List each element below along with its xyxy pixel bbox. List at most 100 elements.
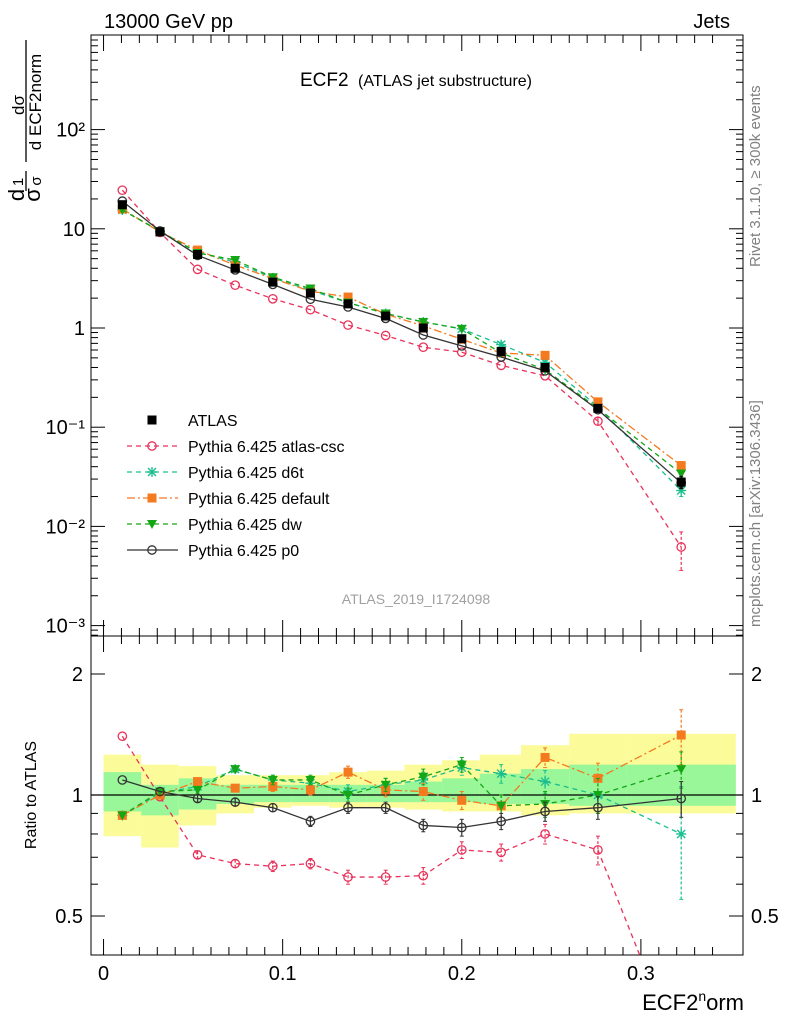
- point-atlas-csc: [418, 342, 429, 353]
- point-ATLAS: [381, 311, 391, 321]
- y-tick-label: 10⁻²: [46, 516, 86, 538]
- point-d6t: [496, 768, 507, 779]
- point-ATLAS: [230, 263, 240, 273]
- main-y-ticks: 10⁻³ 10⁻² 10⁻¹ 1 10 10²: [46, 39, 743, 638]
- y-tick-label: 10: [63, 219, 85, 241]
- point-default: [593, 397, 603, 407]
- legend-label: Pythia 6.425 dw: [188, 517, 302, 534]
- point-d6t: [540, 776, 551, 787]
- mcplots-label: mcplots.cern.ch [arXiv:1306.3436]: [747, 400, 764, 627]
- header-right: Jets: [693, 11, 730, 33]
- legend-item-default: Pythia 6.425 default: [127, 491, 330, 508]
- ratio-y-tick-label-right: 1: [751, 785, 762, 807]
- y-tick-label: 1: [74, 318, 85, 340]
- point-atlas-csc: [267, 293, 278, 304]
- point-p0: [230, 797, 241, 807]
- legend-item-d6t: Pythia 6.425 d6t: [127, 465, 304, 482]
- legend-label: Pythia 6.425 p0: [188, 543, 299, 560]
- point-default: [343, 292, 353, 302]
- legend-label: Pythia 6.425 atlas-csc: [188, 439, 345, 456]
- series-line-d6t: [122, 766, 682, 835]
- chart-title-sub: (ATLAS jet substructure): [358, 73, 532, 90]
- star-stroke: [496, 769, 506, 779]
- point-atlas-csc: [496, 847, 507, 858]
- x-tick-label: 0: [98, 963, 109, 985]
- point-atlas-csc: [418, 870, 429, 881]
- legend-marker: [147, 441, 157, 451]
- series-ATLAS: [117, 200, 686, 490]
- point-atlas-csc: [117, 185, 128, 196]
- point-dw: [117, 811, 128, 821]
- x-axis-label: ECF2norm: [642, 988, 744, 1015]
- x-tick-label: 0.2: [448, 963, 476, 985]
- point-default: [540, 752, 550, 762]
- ratio-ylabel: Ratio to ATLAS: [23, 741, 40, 849]
- point-dw: [676, 469, 687, 479]
- point-atlas-csc: [117, 731, 128, 742]
- point-default: [676, 461, 686, 471]
- y-tick-label: 10²: [56, 120, 85, 142]
- series-line-p0: [122, 779, 682, 829]
- point-default: [343, 767, 353, 777]
- point-atlas-csc: [380, 872, 391, 882]
- point-p0: [305, 816, 316, 827]
- x-axis-label-sup: n: [698, 988, 706, 1004]
- point-dw: [343, 791, 354, 800]
- point-p0: [267, 802, 278, 813]
- point-p0: [676, 793, 687, 804]
- star-stroke: [147, 467, 157, 477]
- point-atlas-csc: [343, 320, 353, 330]
- point-p0: [456, 822, 467, 833]
- x-axis-label-tail: orm: [706, 990, 744, 1015]
- point-ATLAS: [343, 299, 353, 309]
- point-default: [305, 785, 315, 795]
- ratio-y-tick-label-right: 0.5: [751, 906, 779, 928]
- watermark: ATLAS_2019_I1724098: [342, 591, 491, 607]
- ratio-y-tick-label-right: 2: [751, 664, 762, 686]
- ratio-y-tick-label: 0.5: [55, 906, 83, 928]
- ylabel-one: 1: [10, 178, 27, 186]
- star-stroke: [540, 777, 550, 787]
- y-tick-label: 10⁻³: [46, 616, 86, 638]
- point-ATLAS: [496, 346, 506, 356]
- point-dw: [192, 785, 203, 795]
- point-atlas-csc: [230, 280, 241, 291]
- point-p0: [593, 802, 603, 813]
- ylabel-dsigma: dσ: [9, 95, 28, 115]
- point-p0: [192, 793, 203, 804]
- point-dw: [418, 772, 429, 782]
- point-dw: [380, 780, 391, 790]
- point-dw: [456, 760, 467, 770]
- point-dw: [267, 775, 278, 785]
- band-inner: [216, 784, 254, 804]
- point-dw: [230, 765, 241, 775]
- point-default: [268, 781, 278, 791]
- point-p0: [496, 816, 507, 827]
- ratio-y-tick-label: 2: [72, 664, 83, 686]
- point-atlas-csc: [496, 360, 507, 371]
- x-axis-label-base: ECF2: [642, 990, 698, 1015]
- point-atlas-csc: [192, 264, 203, 275]
- point-default: [676, 730, 686, 740]
- point-ATLAS: [117, 200, 127, 210]
- series-dw: [117, 205, 687, 479]
- ylabel-sigma-small: σ: [28, 176, 45, 186]
- chart-title: ECF2 (ATLAS jet substructure): [300, 70, 532, 91]
- legend-label: Pythia 6.425 d6t: [188, 465, 304, 482]
- legend-item-ATLAS: ATLAS: [147, 413, 238, 430]
- point-p0: [155, 786, 165, 797]
- series-line-atlas-csc: [121, 189, 682, 548]
- series-line-default: [122, 734, 682, 816]
- point-atlas-csc: [593, 416, 603, 427]
- point-atlas-csc: [305, 858, 316, 869]
- rivet-label: Rivet 3.1.10, ≥ 300k events: [747, 85, 764, 267]
- legend-marker: [147, 467, 157, 477]
- point-atlas-csc: [456, 845, 467, 855]
- band-inner: [479, 773, 521, 804]
- point-atlas-csc: [540, 829, 550, 839]
- point-atlas-csc: [380, 330, 391, 341]
- point-dw: [676, 765, 687, 775]
- point-ATLAS: [155, 227, 165, 237]
